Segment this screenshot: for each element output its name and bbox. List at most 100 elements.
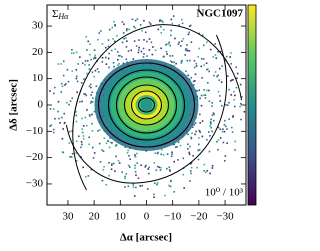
emission-pixel bbox=[207, 81, 209, 84]
emission-pixel bbox=[53, 92, 55, 95]
emission-pixel bbox=[146, 188, 149, 190]
emission-pixel bbox=[209, 121, 212, 124]
emission-pixel bbox=[168, 184, 170, 187]
emission-pixel bbox=[194, 133, 196, 136]
emission-pixel bbox=[52, 128, 55, 131]
emission-pixel bbox=[109, 141, 112, 144]
emission-pixel bbox=[223, 123, 226, 126]
emission-pixel bbox=[63, 112, 66, 115]
emission-pixel bbox=[86, 109, 88, 111]
emission-pixel bbox=[177, 159, 179, 161]
emission-pixel bbox=[234, 94, 236, 97]
emission-pixel bbox=[66, 101, 68, 104]
emission-pixel bbox=[107, 45, 110, 48]
emission-pixel bbox=[88, 68, 91, 70]
emission-pixel bbox=[143, 53, 145, 55]
emission-pixel bbox=[88, 114, 91, 116]
emission-pixel bbox=[239, 83, 242, 86]
emission-pixel bbox=[91, 71, 94, 74]
emission-pixel bbox=[86, 72, 88, 75]
emission-pixel bbox=[234, 140, 237, 143]
y-tick-label: 20 bbox=[32, 46, 44, 58]
emission-pixel bbox=[92, 97, 94, 100]
emission-pixel bbox=[155, 169, 158, 172]
emission-pixel bbox=[199, 97, 201, 100]
emission-pixel bbox=[79, 56, 81, 58]
contour bbox=[72, 24, 242, 191]
emission-pixel bbox=[107, 57, 110, 60]
contour bbox=[97, 62, 196, 148]
emission-pixel bbox=[206, 68, 209, 71]
emission-pixel bbox=[206, 89, 208, 92]
emission-pixel bbox=[206, 138, 208, 141]
emission-pixel bbox=[112, 61, 115, 64]
emission-pixel bbox=[84, 175, 87, 178]
emission-pixel bbox=[201, 77, 203, 79]
emission-pixel bbox=[213, 74, 215, 77]
emission-pixel bbox=[111, 141, 113, 144]
emission-pixel bbox=[137, 177, 140, 180]
emission-pixel bbox=[173, 61, 175, 64]
emission-pixel bbox=[127, 164, 130, 167]
emission-pixel bbox=[141, 184, 143, 187]
emission-pixel bbox=[168, 166, 171, 169]
emission-pixel bbox=[175, 62, 177, 65]
emission-pixel bbox=[188, 153, 191, 156]
emission-pixel bbox=[82, 135, 85, 137]
emission-pixel bbox=[90, 94, 92, 96]
emission-pixel bbox=[123, 23, 125, 26]
emission-pixel bbox=[224, 155, 227, 157]
emission-pixel bbox=[200, 65, 203, 68]
emission-pixel bbox=[225, 104, 227, 106]
emission-pixel bbox=[202, 58, 205, 60]
y-tick-label: −20 bbox=[26, 151, 44, 163]
emission-pixel bbox=[107, 140, 109, 142]
emission-pixel bbox=[171, 151, 173, 153]
emission-pixel bbox=[133, 25, 135, 28]
emission-pixel bbox=[178, 24, 180, 26]
emission-pixel bbox=[116, 34, 118, 37]
emission-pixel bbox=[49, 90, 51, 92]
emission-pixel bbox=[75, 114, 78, 117]
emission-pixel bbox=[89, 83, 92, 86]
emission-pixel bbox=[198, 148, 201, 151]
emission-pixel bbox=[141, 29, 143, 32]
emission-pixel bbox=[201, 120, 204, 122]
emission-pixel bbox=[71, 130, 73, 132]
emission-pixel bbox=[231, 131, 234, 133]
emission-pixel bbox=[190, 24, 192, 27]
emission-pixel bbox=[187, 133, 189, 136]
emission-pixel bbox=[171, 153, 173, 155]
emission-pixel bbox=[97, 71, 100, 73]
emission-pixel bbox=[81, 143, 83, 146]
emission-pixel bbox=[133, 195, 136, 197]
emission-pixel bbox=[63, 121, 66, 124]
emission-pixel bbox=[69, 100, 72, 102]
emission-pixel bbox=[134, 164, 136, 167]
emission-pixel bbox=[82, 138, 85, 140]
emission-pixel bbox=[216, 75, 218, 78]
emission-pixel bbox=[62, 128, 64, 130]
emission-pixel bbox=[110, 162, 113, 165]
emission-pixel bbox=[148, 38, 151, 40]
emission-pixel bbox=[194, 122, 197, 124]
emission-pixel bbox=[88, 136, 90, 139]
emission-pixel bbox=[75, 111, 77, 113]
emission-pixel bbox=[105, 142, 108, 145]
emission-pixel bbox=[177, 43, 180, 45]
emission-pixel bbox=[230, 79, 233, 82]
emission-pixel bbox=[90, 168, 93, 171]
emission-pixel bbox=[199, 131, 202, 133]
emission-pixel bbox=[198, 129, 201, 132]
emission-pixel bbox=[176, 146, 178, 148]
emission-pixel bbox=[132, 184, 135, 186]
emission-pixel bbox=[166, 167, 168, 170]
emission-pixel bbox=[127, 50, 130, 52]
emission-pixel bbox=[223, 130, 226, 133]
emission-pixel bbox=[189, 180, 191, 182]
emission-pixel bbox=[229, 80, 232, 82]
emission-pixel bbox=[233, 98, 235, 101]
emission-pixel bbox=[108, 52, 110, 55]
emission-pixel bbox=[134, 19, 137, 22]
emission-pixel bbox=[178, 41, 181, 44]
